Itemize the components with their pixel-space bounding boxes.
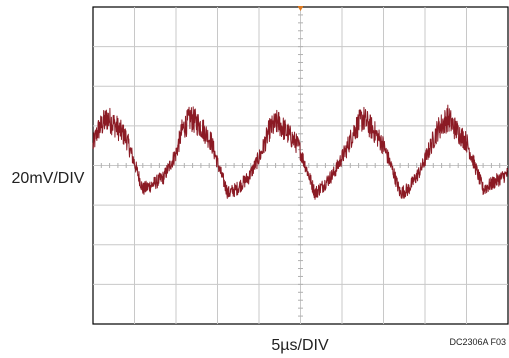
trigger-marker [297, 6, 304, 11]
figure-id: DC2306A F03 [449, 337, 506, 347]
series-line-trace [92, 104, 509, 200]
x-axis-label: 5µs/DIV [271, 337, 329, 354]
y-axis-label: 20mV/DIV [12, 170, 85, 187]
center-tick-marks [100, 14, 501, 317]
